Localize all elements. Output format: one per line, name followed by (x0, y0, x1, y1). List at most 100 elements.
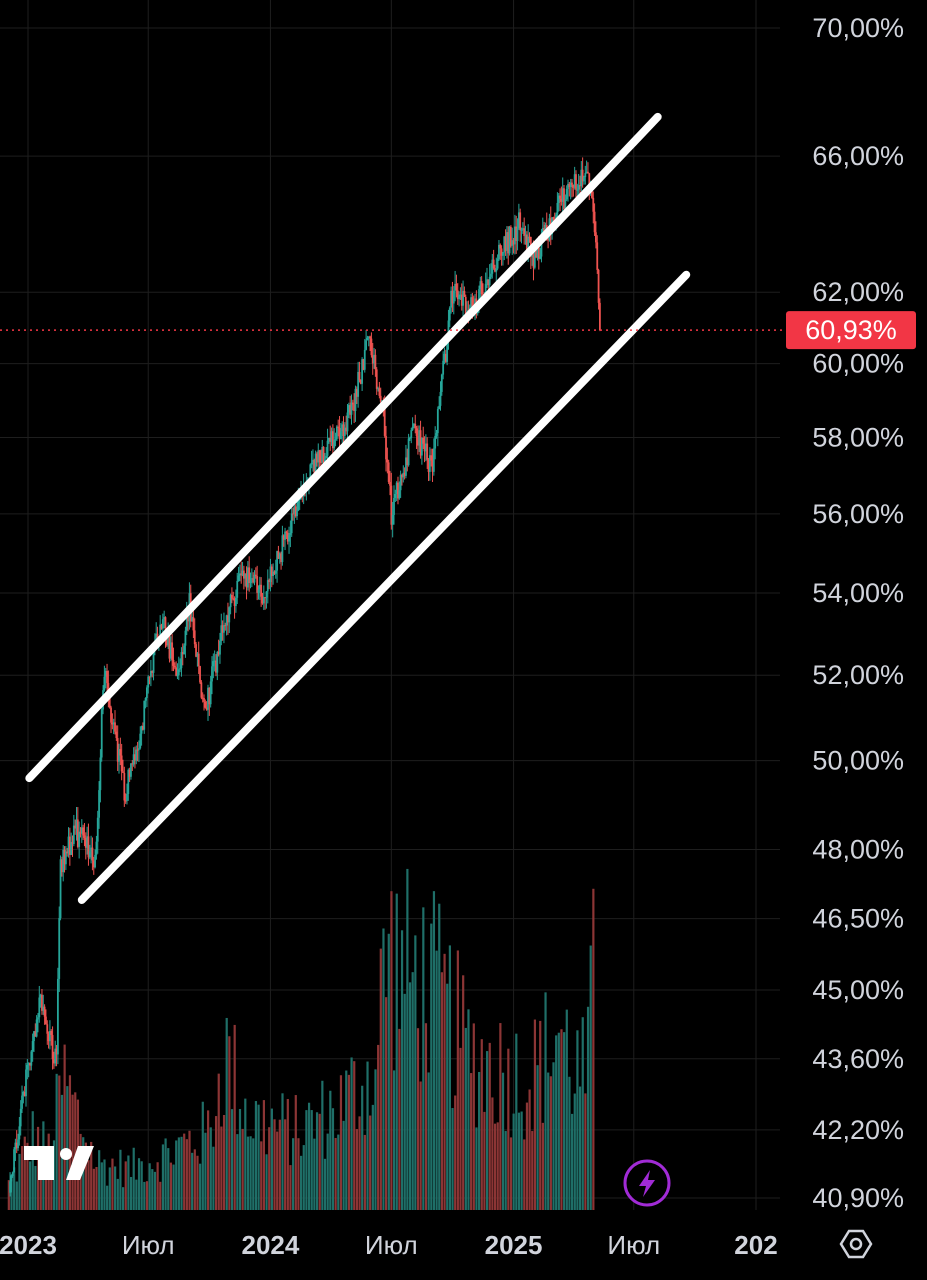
candle-body (266, 580, 269, 592)
candle-body (494, 268, 496, 272)
candle-body (454, 283, 457, 291)
candle-body (520, 229, 523, 231)
candle-body (470, 297, 472, 308)
volume-bars (7, 868, 595, 1210)
volume-bar (472, 1023, 475, 1210)
volume-bar (440, 972, 444, 1210)
candle-body (540, 233, 543, 257)
volume-bar (92, 1168, 95, 1210)
volume-bar (326, 1133, 329, 1210)
candle-body (282, 535, 285, 540)
volume-bar (520, 1111, 523, 1210)
volume-bar (400, 930, 404, 1210)
volume-bar (470, 1073, 473, 1210)
volume-bar (586, 1006, 590, 1210)
candle-body (39, 994, 42, 998)
candle-body (337, 426, 340, 428)
candle-body (423, 443, 426, 452)
volume-bar (270, 1108, 273, 1210)
candle-body (488, 276, 491, 286)
candle-body (270, 566, 273, 576)
candle-body (179, 668, 182, 670)
price-axis[interactable]: 70,00% 66,00% 62,00% 60,00% 58,00% 56,00% 54,0… (786, 13, 916, 1213)
volume-bar (254, 1101, 258, 1210)
candle-body (459, 294, 462, 296)
candle-body (478, 289, 480, 306)
volume-bar (509, 1137, 513, 1210)
volume-bar (416, 1028, 420, 1210)
volume-bar (124, 1161, 127, 1210)
candle-body (256, 576, 259, 593)
tradingview-logo-icon[interactable] (24, 1146, 94, 1180)
volume-bar (539, 1020, 542, 1210)
candle-body (205, 707, 208, 710)
volume-bar (454, 1095, 457, 1210)
volume-bar (220, 1126, 223, 1210)
candle-body (596, 242, 599, 270)
candle-body (564, 199, 567, 209)
candle-body (487, 279, 490, 286)
hexagon-settings-icon[interactable] (839, 1229, 873, 1259)
candle-body (140, 726, 143, 734)
volume-bar (31, 1111, 34, 1210)
channel-line-upper[interactable] (25, 112, 662, 783)
y-tick-label: 48,00% (812, 834, 904, 864)
candle-body (331, 431, 334, 449)
candle-body (329, 437, 332, 442)
volume-bar (544, 992, 547, 1210)
candle-body (54, 1048, 57, 1064)
volume-bar (531, 1131, 534, 1210)
candle-body (341, 424, 344, 432)
candle-body (161, 619, 164, 629)
candle-body (431, 460, 434, 472)
candle-body (132, 754, 135, 765)
candle-body (103, 676, 106, 691)
candle-body (120, 755, 123, 772)
candle-body (248, 567, 251, 583)
candle-body (460, 294, 463, 306)
candle-body (196, 653, 199, 657)
volume-bar (307, 1102, 311, 1210)
volume-bar (323, 1158, 327, 1210)
candle-body (398, 490, 401, 499)
candle-body (58, 918, 61, 979)
volume-bar (114, 1166, 117, 1210)
volume-bar (345, 1070, 348, 1210)
volume-bar (347, 1074, 351, 1210)
candle-body (333, 440, 336, 449)
volume-bar (214, 1116, 218, 1210)
y-tick-label: 40,90% (812, 1183, 904, 1213)
volume-bar (68, 1075, 72, 1210)
volume-bar (230, 1109, 234, 1210)
volume-bar (382, 928, 385, 1210)
candle-body (164, 617, 167, 639)
candle-body (242, 570, 245, 579)
volume-bar (501, 1072, 505, 1210)
channel-line-lower[interactable] (77, 270, 691, 904)
lightning-button[interactable] (623, 1159, 671, 1207)
candle-body (219, 640, 221, 655)
candle-body (479, 281, 482, 290)
volume-bar (153, 1171, 157, 1210)
trend-channel[interactable] (25, 112, 691, 904)
candle-body (10, 1176, 13, 1182)
candle-body (587, 171, 589, 174)
candle-body (185, 613, 188, 631)
candle-body (22, 1091, 25, 1096)
volume-bar (169, 1162, 173, 1210)
volume-bar (451, 1108, 454, 1210)
candle-body (236, 580, 239, 598)
candle-body (327, 437, 330, 441)
candle-body (100, 709, 103, 758)
last-price-tag[interactable] (786, 311, 916, 350)
candle-body (484, 283, 487, 295)
time-axis[interactable]: 2023 Июл 2024 Июл 2025 Июл 202 (0, 1230, 778, 1260)
candle-body (62, 849, 65, 873)
volume-bar (321, 1080, 324, 1210)
candle-body (176, 674, 179, 676)
candle-body (424, 443, 427, 452)
x-tick-label: 202 (734, 1230, 777, 1260)
y-tick-label: 60,00% (812, 349, 904, 379)
volume-bar (260, 1141, 263, 1210)
